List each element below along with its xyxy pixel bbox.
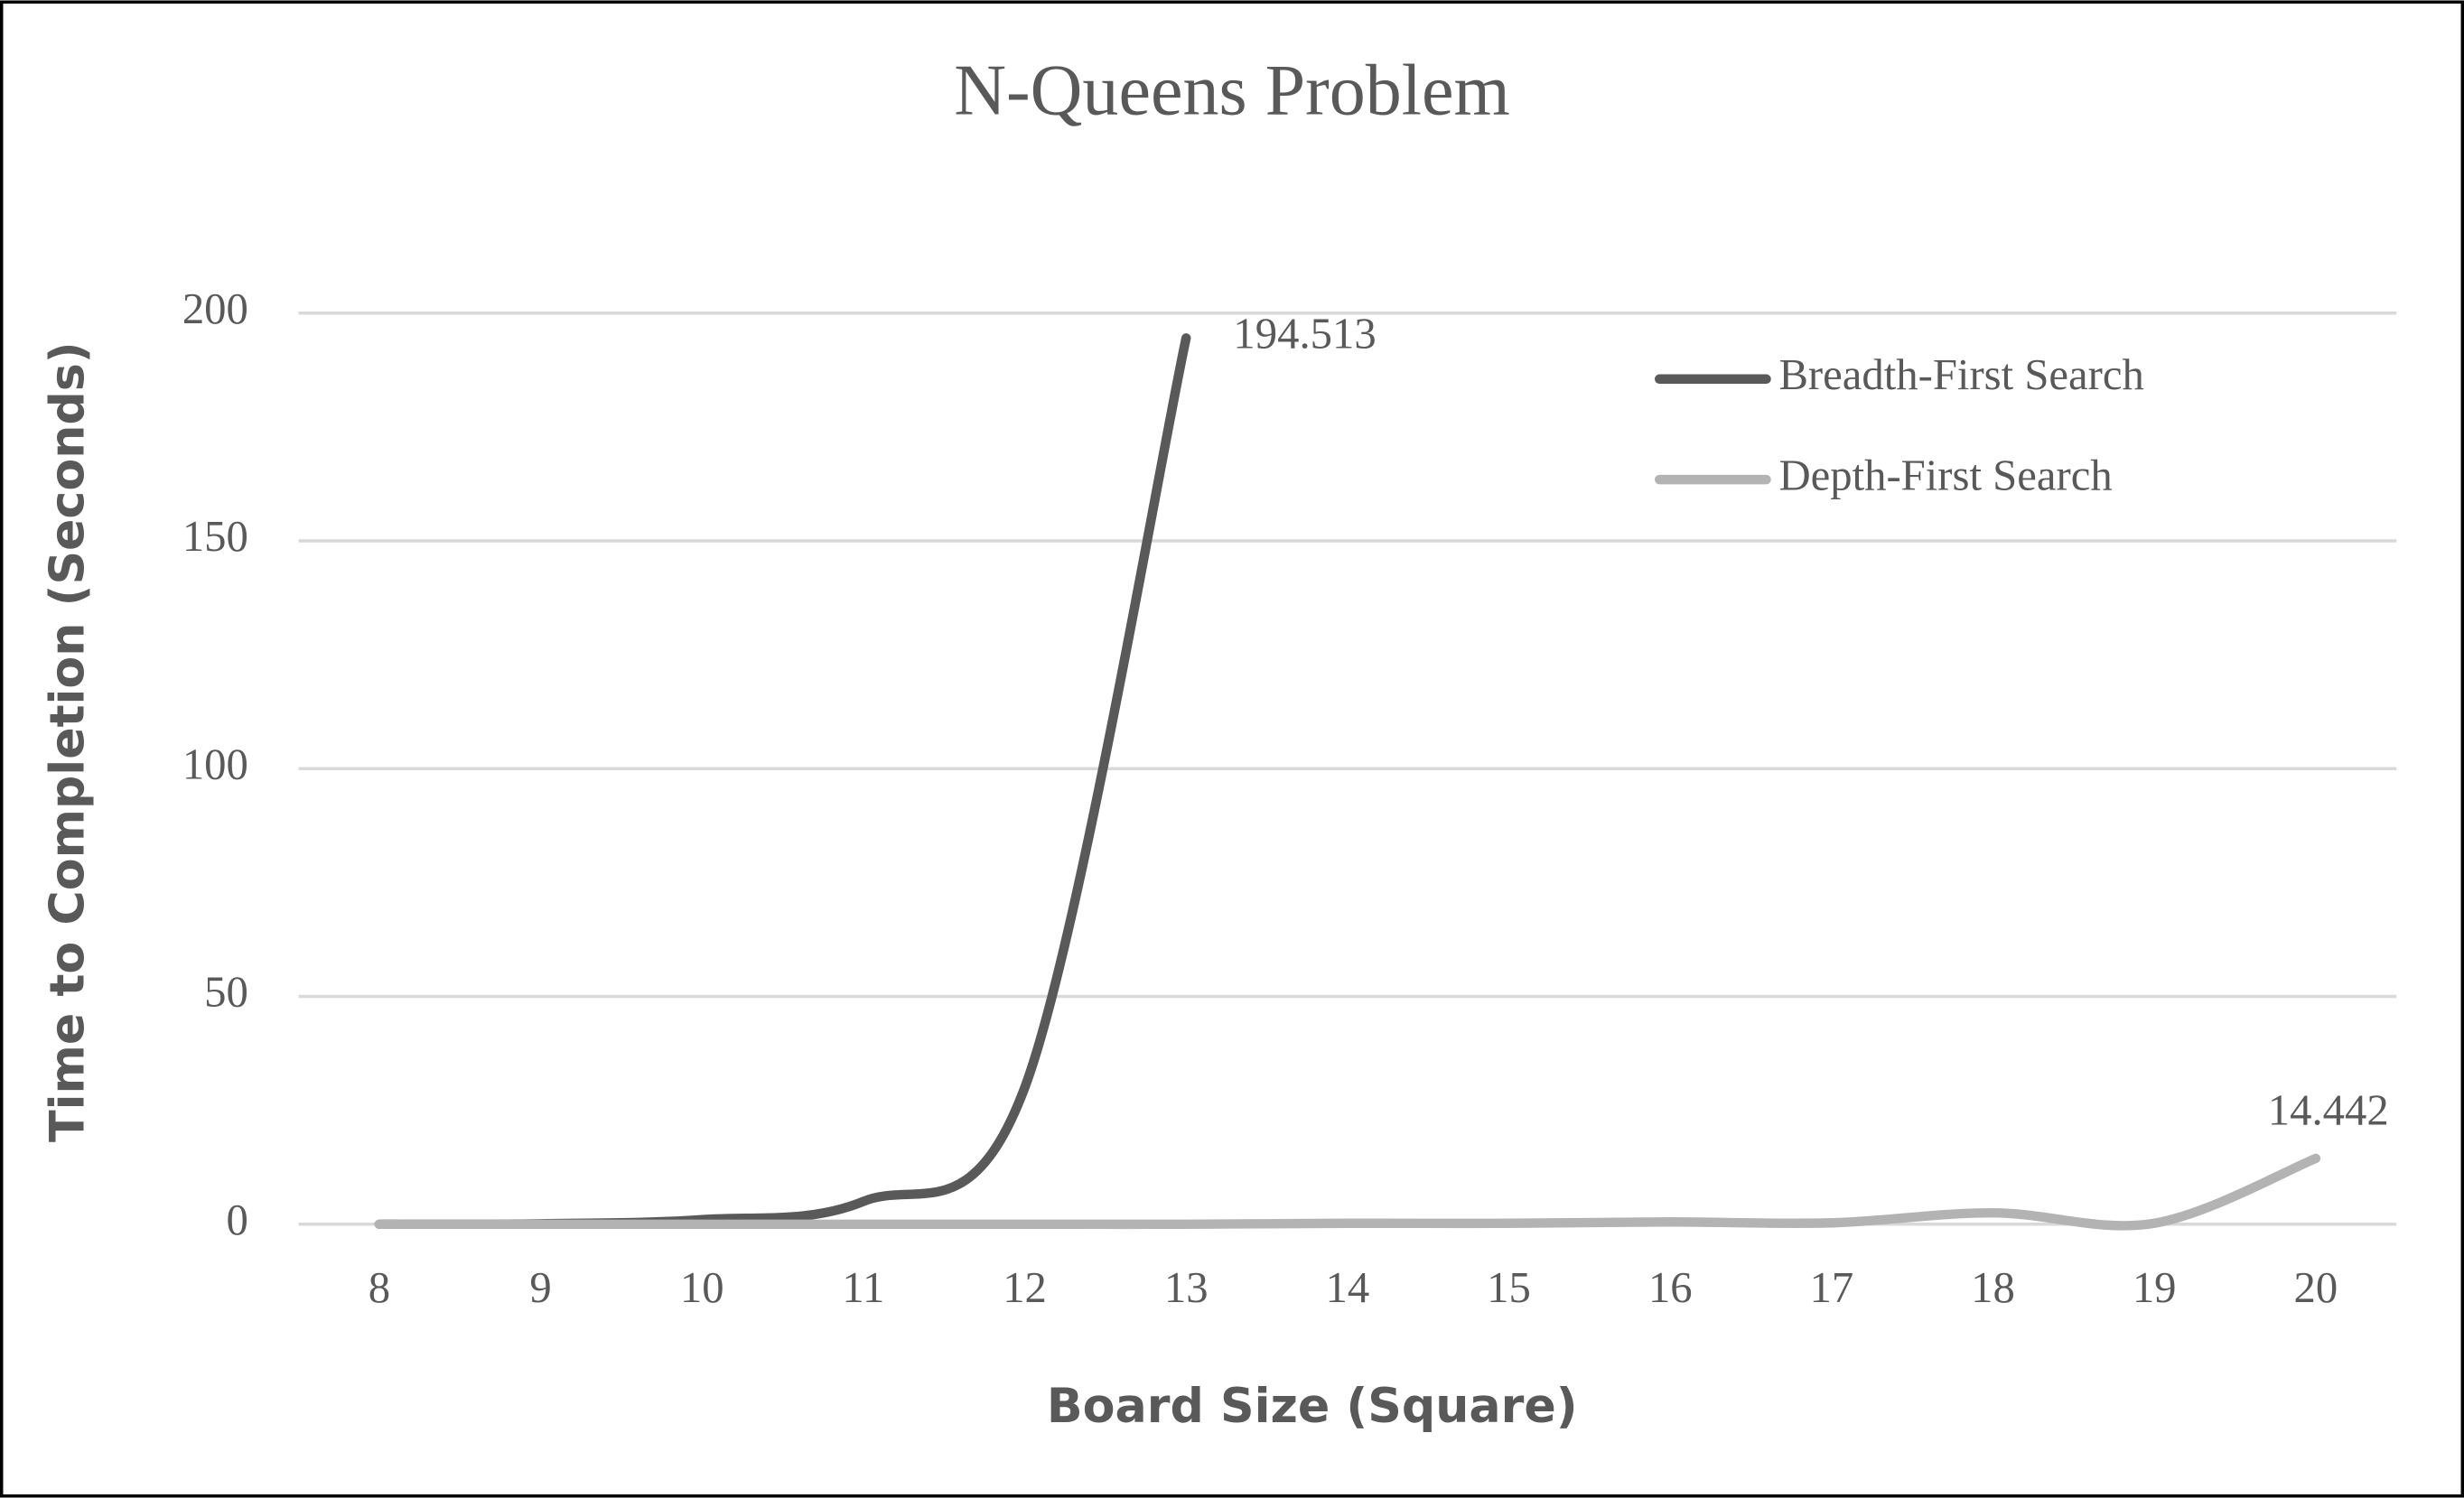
x-tick-label: 15 [1487,1263,1531,1312]
x-tick-label: 11 [842,1263,884,1312]
x-tick-label: 12 [1003,1263,1047,1312]
x-tick-label: 8 [369,1263,390,1312]
x-tick-label: 13 [1164,1263,1209,1312]
x-axis-title: Board Size (Square) [1047,1380,1578,1434]
x-tick-label: 18 [1971,1263,2015,1312]
data-label: 194.513 [1233,310,1376,358]
y-axis-title: Time to Completion (Seconds) [41,341,95,1142]
x-tick-label: 10 [680,1263,724,1312]
x-tick-label: 9 [529,1263,551,1312]
x-tick-label: 20 [2294,1263,2338,1312]
x-tick-label: 19 [2133,1263,2177,1312]
y-tick-label: 200 [182,284,248,333]
data-label: 14.442 [2268,1085,2389,1134]
x-tick-label: 14 [1326,1263,1370,1312]
x-tick-label: 16 [1648,1263,1693,1312]
legend-label: Breadth-First Search [1778,350,2143,399]
chart-title: N-Queens Problem [954,51,1510,131]
y-tick-label: 150 [182,512,248,561]
series-line [374,1153,2321,1231]
x-tick-label: 17 [1810,1263,1854,1312]
legend-label: Depth-First Search [1778,451,2112,499]
y-tick-label: 100 [182,740,248,788]
y-tick-label: 50 [204,968,248,1017]
y-tick-label: 0 [227,1196,248,1244]
